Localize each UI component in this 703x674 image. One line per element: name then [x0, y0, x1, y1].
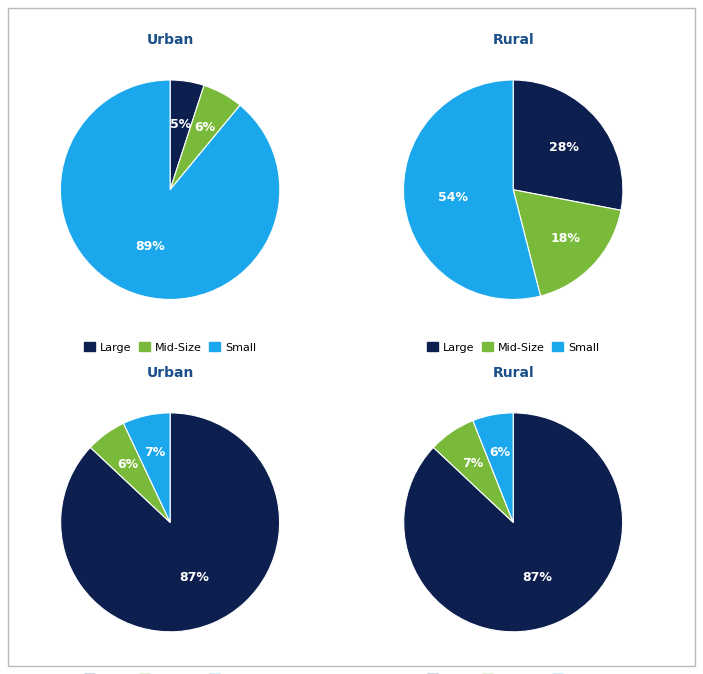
Text: 6%: 6%: [194, 121, 215, 133]
Text: 7%: 7%: [144, 446, 165, 460]
Wedge shape: [170, 80, 204, 190]
Text: 6%: 6%: [489, 446, 510, 459]
Text: 87%: 87%: [179, 571, 209, 584]
Title: Urban: Urban: [146, 366, 194, 380]
Wedge shape: [404, 413, 623, 632]
Text: 87%: 87%: [522, 571, 552, 584]
Title: Urban: Urban: [146, 33, 194, 47]
Wedge shape: [124, 413, 170, 522]
Text: Firms*: Firms*: [321, 11, 382, 29]
Wedge shape: [60, 80, 280, 299]
Text: Branches*: Branches*: [304, 344, 399, 362]
Text: 54%: 54%: [438, 191, 468, 204]
Wedge shape: [433, 421, 513, 522]
Text: 6%: 6%: [117, 458, 139, 471]
Wedge shape: [473, 413, 513, 522]
Wedge shape: [404, 80, 541, 299]
Legend: Large, Mid-Size, Small: Large, Mid-Size, Small: [80, 338, 260, 357]
Wedge shape: [513, 190, 621, 296]
Title: Rural: Rural: [492, 33, 534, 47]
Wedge shape: [170, 86, 240, 190]
Text: 89%: 89%: [135, 240, 165, 253]
Text: 28%: 28%: [549, 142, 579, 154]
Legend: Large, Mid-Size, Small: Large, Mid-Size, Small: [423, 338, 603, 357]
Wedge shape: [60, 413, 280, 632]
Title: Rural: Rural: [492, 366, 534, 380]
Text: 5%: 5%: [170, 118, 191, 131]
Wedge shape: [513, 80, 623, 210]
Legend: Large, Mid-Size, Small: Large, Mid-Size, Small: [80, 670, 260, 674]
Wedge shape: [90, 423, 170, 522]
Text: 7%: 7%: [463, 457, 484, 470]
Legend: Large, Mid-Size, Small: Large, Mid-Size, Small: [423, 670, 603, 674]
Text: 18%: 18%: [550, 232, 580, 245]
